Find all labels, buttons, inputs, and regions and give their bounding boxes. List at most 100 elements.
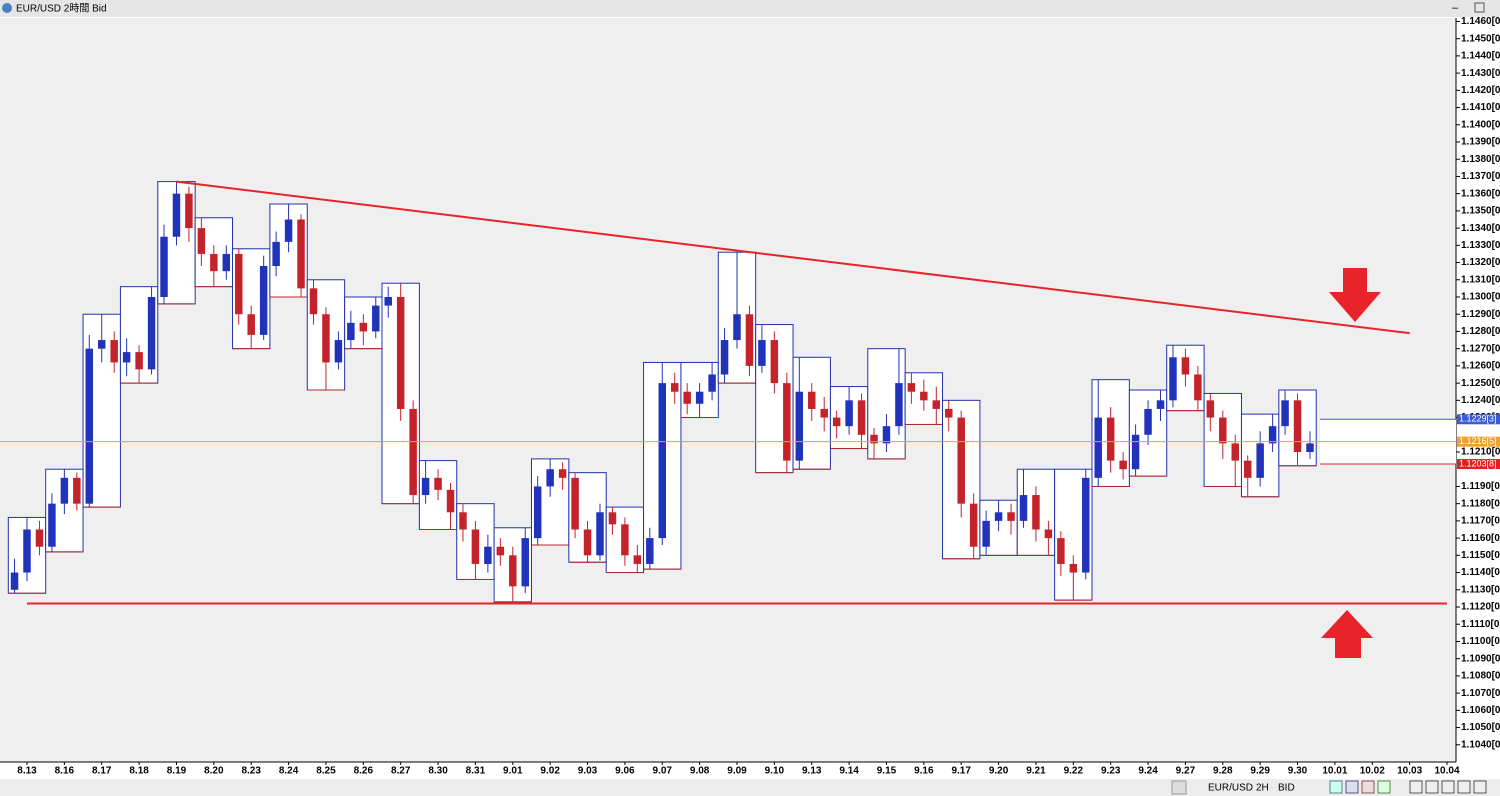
candle-body [421, 477, 430, 496]
x-tick-label: 9.13 [802, 766, 822, 777]
candle-body [359, 322, 368, 332]
x-tick-label: 8.19 [167, 766, 187, 777]
candle-body [1219, 417, 1227, 444]
candle-body [658, 383, 666, 539]
symbol-selector[interactable]: EUR/USD [1208, 783, 1253, 794]
x-tick-label: 8.31 [466, 766, 486, 777]
tool-button[interactable] [1329, 780, 1343, 794]
candle-body [334, 340, 343, 363]
candle-body [683, 391, 691, 404]
candle-body [347, 322, 355, 341]
price-tag-label: 1.1229[3] [1459, 414, 1497, 424]
price-tag-label: 1.1216[5] [1459, 436, 1497, 446]
candle-body [1131, 434, 1140, 470]
candle-body [1281, 400, 1289, 427]
candle-body [633, 555, 642, 564]
candle-body [558, 469, 567, 478]
tool-button[interactable] [1377, 780, 1391, 794]
tool-button[interactable] [1409, 780, 1423, 794]
candle-body [384, 297, 392, 306]
candle-body [10, 572, 19, 590]
x-tick-label: 8.17 [92, 766, 112, 777]
minimize-button[interactable]: – [1452, 2, 1459, 14]
side-selector[interactable]: BID [1278, 783, 1295, 794]
x-tick-label: 9.23 [1101, 766, 1121, 777]
tool-button[interactable] [1457, 780, 1471, 794]
y-tick-label: 1.1350[0 [1461, 206, 1500, 217]
candle-body [272, 241, 280, 266]
y-tick-label: 1.1380[0 [1461, 154, 1500, 165]
plot-area [0, 18, 1456, 762]
x-tick-label: 9.08 [690, 766, 710, 777]
tool-button[interactable] [1473, 780, 1487, 794]
candle-body [122, 352, 131, 363]
y-tick-label: 1.1170[0 [1461, 516, 1500, 527]
candle-body [1007, 512, 1015, 521]
y-tick-label: 1.1370[0 [1461, 171, 1500, 182]
y-tick-label: 1.1050[0 [1461, 722, 1500, 733]
candle-body [521, 538, 529, 587]
tool-button[interactable] [1441, 780, 1455, 794]
down-arrow [1329, 268, 1381, 322]
tool-button[interactable] [1361, 780, 1375, 794]
candle-body [1306, 443, 1314, 452]
candle-body [1194, 374, 1202, 401]
candle-body [110, 340, 118, 363]
y-tick-label: 1.1270[0 [1461, 343, 1500, 354]
x-tick-label: 9.10 [765, 766, 785, 777]
x-tick-label: 10.02 [1360, 766, 1385, 777]
x-tick-label: 8.30 [428, 766, 448, 777]
candle-body [23, 529, 31, 573]
y-tick-label: 1.1090[0 [1461, 653, 1500, 664]
candle-body [1082, 477, 1090, 573]
candle-body [247, 314, 255, 335]
candle-body [895, 383, 903, 427]
candle-body [1169, 357, 1177, 401]
candle-body [857, 400, 866, 435]
candle-body [920, 391, 928, 401]
up-arrow [1321, 610, 1373, 658]
candle-body [1119, 460, 1127, 470]
y-tick-label: 1.1190[0 [1461, 481, 1500, 492]
candle-body [1181, 357, 1190, 375]
candle-body [484, 546, 492, 564]
x-tick-label: 9.30 [1288, 766, 1308, 777]
x-tick-label: 9.01 [503, 766, 523, 777]
candle-body [982, 520, 990, 547]
tool-button[interactable] [1345, 780, 1359, 794]
y-tick-label: 1.1150[0 [1461, 550, 1500, 561]
candle-body [820, 408, 828, 418]
candle-body [932, 400, 941, 409]
candle-body [533, 486, 542, 539]
candle-body [596, 512, 604, 556]
candle-body [870, 434, 878, 444]
x-tick-label: 8.16 [55, 766, 75, 777]
y-tick-label: 1.1460[0 [1461, 16, 1500, 27]
candle-body [372, 305, 380, 332]
x-tick-label: 8.13 [17, 766, 37, 777]
maximize-button[interactable] [1474, 2, 1485, 13]
price-tag [1457, 414, 1500, 425]
candle-body [1293, 400, 1302, 452]
x-tick-label: 9.29 [1250, 766, 1270, 777]
scroll-button[interactable] [1171, 780, 1187, 795]
candle-body [197, 228, 206, 254]
candle-body [832, 417, 841, 427]
x-tick-label: 9.02 [540, 766, 560, 777]
tool-button[interactable] [1425, 780, 1439, 794]
x-tick-label: 9.24 [1138, 766, 1158, 777]
x-tick-label: 9.20 [989, 766, 1009, 777]
y-tick-label: 1.1320[0 [1461, 257, 1500, 268]
y-tick-label: 1.1240[0 [1461, 395, 1500, 406]
x-tick-label: 9.27 [1176, 766, 1196, 777]
y-tick-label: 1.1060[0 [1461, 705, 1500, 716]
y-tick-label: 1.1040[0 [1461, 739, 1500, 750]
timeframe-selector[interactable]: 2H [1256, 783, 1269, 794]
candle-body [646, 538, 654, 564]
candle-body [222, 253, 231, 272]
candle-body [994, 512, 1003, 521]
y-tick-label: 1.1110[0 [1461, 619, 1500, 630]
candle-body [210, 253, 218, 272]
x-tick-label: 8.25 [316, 766, 336, 777]
